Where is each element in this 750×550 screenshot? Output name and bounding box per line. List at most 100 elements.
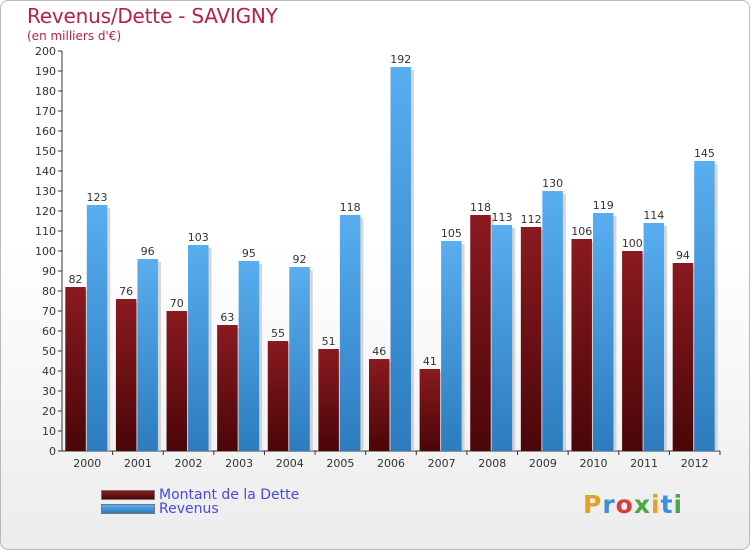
data-label-revenus: 119	[593, 199, 614, 212]
data-label-revenus: 123	[87, 191, 108, 204]
data-label-revenus: 113	[491, 211, 512, 224]
bar-dette	[520, 227, 542, 451]
data-label-dette: 55	[271, 327, 285, 340]
legend-label-revenus: Revenus	[159, 501, 219, 517]
bar-revenus	[491, 225, 513, 451]
data-label-dette: 76	[119, 285, 133, 298]
y-tick-label: 110	[35, 225, 56, 238]
data-label-dette: 106	[571, 225, 592, 238]
bar-revenus	[694, 161, 715, 451]
x-tick-label: 2007	[428, 457, 456, 470]
legend-item-revenus: Revenus	[101, 501, 219, 517]
data-label-dette: 70	[170, 297, 184, 310]
y-tick-label: 40	[42, 365, 56, 378]
x-tick-label: 2006	[377, 457, 405, 470]
bar-dette	[115, 299, 137, 451]
bar-revenus	[592, 213, 614, 451]
bar-dette	[217, 325, 238, 451]
y-tick-label: 90	[42, 265, 56, 278]
data-label-dette: 46	[372, 345, 386, 358]
bar-revenus	[289, 267, 310, 451]
x-tick-label: 2003	[225, 457, 253, 470]
data-label-dette: 51	[322, 335, 336, 348]
bar-revenus	[238, 261, 260, 451]
y-tick-label: 70	[42, 305, 56, 318]
chart-subtitle: (en milliers d'€)	[27, 29, 122, 43]
logo-letter: x	[633, 490, 651, 519]
chart-bars	[65, 67, 718, 451]
bar-dette	[622, 251, 643, 451]
bar-revenus	[390, 67, 411, 451]
data-label-dette: 100	[622, 237, 643, 250]
y-tick-label: 100	[35, 245, 56, 258]
y-tick-label: 30	[42, 385, 56, 398]
data-label-revenus: 192	[390, 53, 411, 66]
x-tick-label: 2002	[175, 457, 203, 470]
data-label-revenus: 130	[542, 177, 563, 190]
y-tick-label: 190	[35, 65, 56, 78]
data-label-dette: 63	[220, 311, 234, 324]
y-tick-label: 50	[42, 345, 56, 358]
x-tick-label: 2011	[630, 457, 658, 470]
logo-letter: P	[583, 490, 603, 519]
data-label-revenus: 118	[340, 201, 361, 214]
y-tick-label: 130	[35, 185, 56, 198]
x-tick-label: 2004	[276, 457, 304, 470]
y-tick-label: 170	[35, 105, 56, 118]
bar-revenus	[86, 205, 108, 451]
bar-revenus	[339, 215, 361, 451]
data-label-revenus: 95	[242, 247, 256, 260]
logo-letter: o	[615, 490, 634, 519]
bar-revenus	[441, 241, 462, 451]
x-tick-label: 2001	[124, 457, 152, 470]
x-tick-label: 2005	[326, 457, 354, 470]
y-tick-label: 140	[35, 165, 56, 178]
bar-revenus	[542, 191, 563, 451]
logo-letter: i	[673, 490, 684, 519]
y-tick-label: 120	[35, 205, 56, 218]
data-label-revenus: 103	[188, 231, 209, 244]
data-label-revenus: 92	[293, 253, 307, 266]
bar-revenus	[137, 259, 158, 451]
bar-dette	[166, 311, 188, 451]
y-tick-label: 180	[35, 85, 56, 98]
logo-letter: r	[602, 490, 616, 519]
y-tick-label: 60	[42, 325, 56, 338]
data-label-dette: 41	[423, 355, 437, 368]
bar-dette	[419, 369, 441, 451]
x-tick-label: 2000	[73, 457, 101, 470]
data-label-dette: 82	[69, 273, 83, 286]
legend-label-dette: Montant de la Dette	[159, 487, 300, 503]
logo-letter: t	[660, 490, 674, 519]
data-label-dette: 112	[521, 213, 542, 226]
y-tick-label: 20	[42, 405, 56, 418]
data-label-revenus: 114	[643, 209, 664, 222]
bar-revenus	[188, 245, 209, 451]
bar-dette	[369, 359, 390, 451]
data-label-revenus: 96	[141, 245, 155, 258]
bar-dette	[470, 215, 491, 451]
chart-axes: 0 10 20 30 40 50 60 70 80 90 100 110 120 130 140 150 160…	[35, 45, 721, 458]
y-tick-label: 200	[35, 45, 56, 58]
data-label-revenus: 105	[441, 227, 462, 240]
bar-revenus	[643, 223, 665, 451]
chart-title: Revenus/Dette - SAVIGNY	[27, 4, 278, 28]
chart-labels: 2000 82 123 2001 76 96 2002 70 103 2003 63 95 2004 55…	[69, 53, 715, 470]
legend-swatch-dette	[101, 490, 155, 500]
y-tick-label: 10	[42, 425, 56, 438]
x-tick-label: 2010	[579, 457, 607, 470]
proxiti-logo: Proxiti	[583, 490, 683, 519]
logo-letter: i	[651, 490, 661, 519]
data-label-revenus: 145	[694, 147, 715, 160]
bar-dette	[318, 349, 339, 451]
y-tick-label: 150	[35, 145, 56, 158]
bar-dette	[267, 341, 289, 451]
data-label-dette: 94	[676, 249, 690, 262]
bar-dette	[65, 287, 86, 451]
x-tick-label: 2012	[681, 457, 709, 470]
x-tick-label: 2008	[478, 457, 506, 470]
y-tick-label: 0	[49, 445, 56, 458]
bar-dette	[672, 263, 694, 451]
